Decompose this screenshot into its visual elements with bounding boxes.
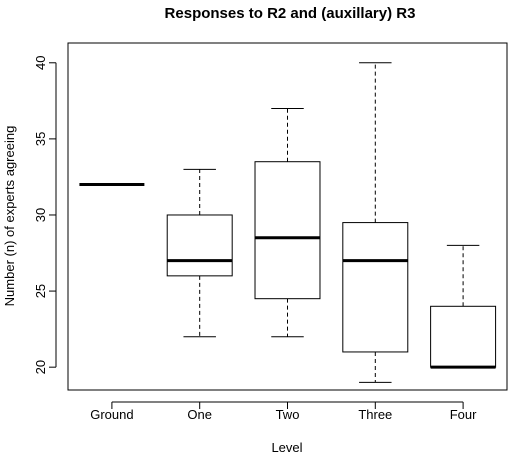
y-tick-label: 25 bbox=[33, 284, 48, 298]
boxes bbox=[79, 62, 497, 383]
x-tick-label: Two bbox=[276, 407, 300, 422]
y-axis-label: Number (n) of experts agreeing bbox=[2, 126, 17, 307]
y-tick-label: 40 bbox=[33, 56, 48, 70]
box-body bbox=[166, 214, 233, 277]
y-tick-label: 35 bbox=[33, 132, 48, 146]
y-tick-label: 20 bbox=[33, 360, 48, 374]
chart-title: Responses to R2 and (auxillary) R3 bbox=[165, 5, 416, 22]
box-three bbox=[342, 62, 409, 383]
x-axis: Ground One Two Three Four bbox=[90, 401, 477, 422]
x-axis-label: Level bbox=[271, 440, 302, 455]
plot-frame bbox=[67, 42, 508, 391]
box-body bbox=[430, 305, 497, 368]
box-four bbox=[430, 244, 497, 369]
x-tick-label: Ground bbox=[90, 407, 133, 422]
y-axis: 20 25 30 35 40 bbox=[33, 56, 57, 374]
x-tick-label: Three bbox=[358, 407, 392, 422]
y-tick-label: 30 bbox=[33, 208, 48, 222]
x-tick-label: Four bbox=[450, 407, 477, 422]
box-one bbox=[166, 168, 233, 338]
box-body bbox=[254, 161, 321, 300]
x-tick-label: One bbox=[187, 407, 212, 422]
box-two bbox=[254, 107, 321, 338]
box-body bbox=[342, 222, 409, 353]
